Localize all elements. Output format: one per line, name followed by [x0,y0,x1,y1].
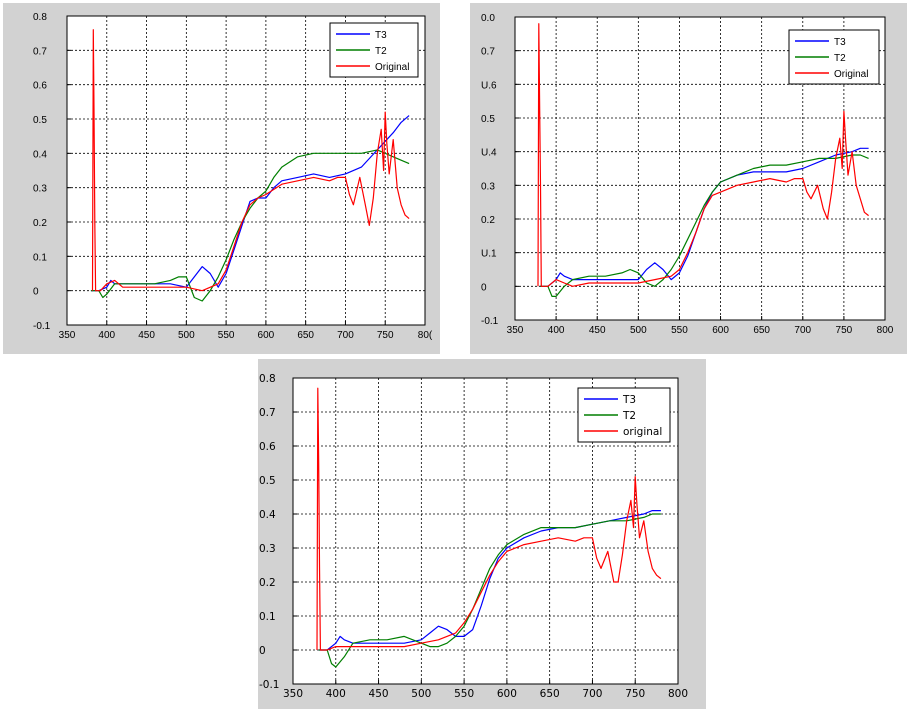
spectrum-chart-bottom: 350 400 450 500 550 600 650 700 750 800 -0.1 0 0.1 0.… [259,373,688,700]
legend-label: T2 [834,53,846,64]
x-tick-label: 650 [753,325,770,336]
x-tick-label: 600 [258,330,275,341]
x-tick-label: 650 [540,688,560,700]
y-tick-label: 0.1 [259,611,276,623]
chart-panel-top-left: 350 400 450 500 550 600 650 700 750 80( -0.1 0 0.1 0.… [3,3,440,354]
x-tick-label: 500 [630,325,647,336]
series-line-original [537,23,869,287]
y-tick-label: 0 [33,287,39,298]
x-tick-label: 400 [98,330,115,341]
legend: T3 T2 Original [788,29,880,85]
y-tick-label: 0 [259,645,266,657]
legend-label: T3 [375,30,387,41]
x-tick-label: 80( [418,330,433,341]
axes-box [66,15,426,326]
series-line-original [91,29,410,292]
legend: T3 T2 Original [329,22,419,78]
legend-label: Original [375,62,409,73]
y-tick-label: 0.5 [481,114,495,125]
x-tick-label: 400 [548,325,565,336]
series-line-t2 [318,513,661,668]
x-tick-label: 400 [326,688,346,700]
legend-label: T2 [622,410,636,422]
x-tick-label: 800 [668,688,688,700]
series-line-original [316,387,662,651]
x-tick-label: 750 [836,325,853,336]
x-tick-label: 750 [377,330,394,341]
y-tick-label: -0.1 [481,316,499,327]
x-tick-label: 550 [454,688,474,700]
y-tick-label: 0.8 [259,373,276,385]
y-tick-label: 0.8 [33,12,47,23]
x-tick-label: 650 [297,330,314,341]
y-tick-label: U.1 [481,249,497,260]
y-tick-label: 0.3 [481,181,495,192]
spectrum-chart-top-right: 350 400 450 500 550 600 650 700 750 800 -0.1 0 U.1 0.… [481,13,894,336]
x-tick-label: 700 [337,330,354,341]
y-tick-label: 0.4 [259,509,276,521]
x-tick-label: 550 [218,330,235,341]
x-tick-label: 500 [178,330,195,341]
x-tick-label: 500 [411,688,431,700]
x-tick-label: 350 [59,330,76,341]
y-tick-label: 0.0 [481,13,495,24]
x-tick-label: 350 [283,688,303,700]
y-tick-label: 0 [481,282,487,293]
y-tick-label: 0.3 [259,543,276,555]
x-tick-label: 600 [712,325,729,336]
y-tick-label: U.4 [481,148,497,159]
y-tick-label: 0.6 [259,441,276,453]
y-tick-label: -0.1 [33,321,51,332]
x-tick-label: 450 [369,688,389,700]
legend-label: Original [834,69,868,80]
series-line-t3 [539,147,869,287]
x-tick-label: 450 [138,330,155,341]
x-tick-label: 700 [794,325,811,336]
y-tick-label: 0.5 [259,475,276,487]
axes-box [514,16,886,321]
axes-box [292,377,679,685]
legend-label: T2 [375,46,387,57]
x-tick-label: 600 [497,688,517,700]
y-tick-label: -0.1 [259,679,280,691]
spectrum-chart-top-left: 350 400 450 500 550 600 650 700 750 80( -0.1 0 0.1 0.… [33,12,433,341]
y-tick-label: 0.4 [33,149,47,160]
y-tick-label: 0.3 [33,184,47,195]
y-tick-label: 0.7 [33,46,47,57]
chart-panel-top-right: 350 400 450 500 550 600 650 700 750 800 -0.1 0 U.1 0.… [470,3,907,354]
chart-panel-bottom: 350 400 450 500 550 600 650 700 750 800 -0.1 0 0.1 0.… [258,359,706,709]
legend-label: original [623,426,662,438]
series-line-t2 [539,154,869,297]
y-tick-label: 0.7 [259,407,276,419]
legend-label: T3 [834,37,846,48]
y-tick-label: 0.5 [33,115,47,126]
series-line-t2 [90,149,410,302]
y-tick-label: 0.6 [33,81,47,92]
y-tick-label: 0.2 [33,218,47,229]
y-tick-label: 0.7 [481,47,495,58]
y-tick-label: 0.2 [259,577,276,589]
x-tick-label: 350 [507,325,524,336]
x-tick-label: 450 [589,325,606,336]
y-tick-label: 0.2 [481,215,495,226]
x-tick-label: 550 [671,325,688,336]
legend-label: T3 [622,394,636,406]
x-tick-label: 800 [877,325,894,336]
y-tick-label: 0.1 [33,252,47,263]
legend: T3 T2 original [577,387,671,443]
x-tick-label: 700 [582,688,602,700]
y-tick-label: U.6 [481,80,497,91]
x-tick-label: 750 [625,688,645,700]
